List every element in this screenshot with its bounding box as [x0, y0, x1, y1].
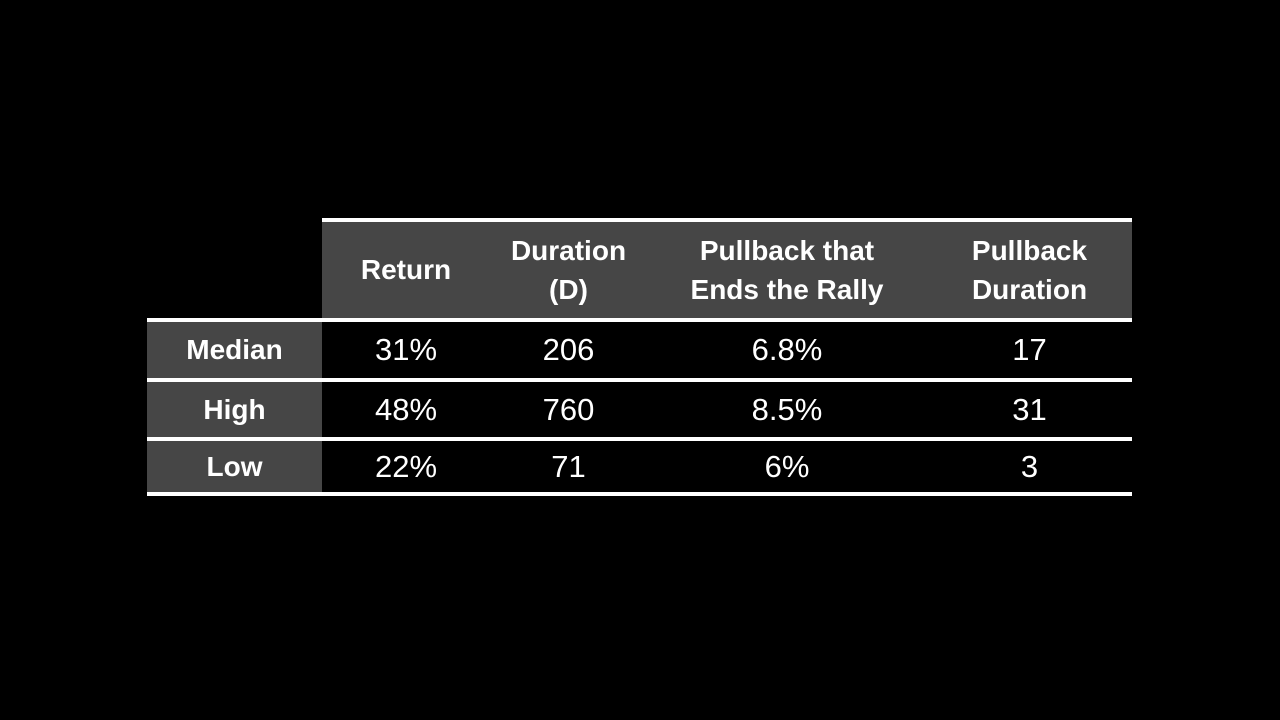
- cell-high-return: 48%: [322, 382, 490, 441]
- column-header-duration: Duration (D): [490, 218, 647, 322]
- header-spacer-cell: [147, 218, 322, 322]
- cell-low-return: 22%: [322, 441, 490, 496]
- cell-median-return: 31%: [322, 322, 490, 382]
- cell-low-pullback-duration: 3: [927, 441, 1132, 496]
- cell-median-duration: 206: [490, 322, 647, 382]
- column-header-pullback-duration: Pullback Duration: [927, 218, 1132, 322]
- column-header-return: Return: [322, 218, 490, 322]
- row-label-high: High: [147, 382, 322, 441]
- cell-high-pullback-ends-rally: 8.5%: [647, 382, 927, 441]
- column-header-pullback-ends-rally: Pullback that Ends the Rally: [647, 218, 927, 322]
- cell-high-pullback-duration: 31: [927, 382, 1132, 441]
- cell-median-pullback-duration: 17: [927, 322, 1132, 382]
- stats-table: Return Duration (D) Pullback that Ends t…: [147, 218, 1132, 496]
- row-label-low: Low: [147, 441, 322, 496]
- cell-low-duration: 71: [490, 441, 647, 496]
- cell-median-pullback-ends-rally: 6.8%: [647, 322, 927, 382]
- cell-high-duration: 760: [490, 382, 647, 441]
- row-label-median: Median: [147, 322, 322, 382]
- cell-low-pullback-ends-rally: 6%: [647, 441, 927, 496]
